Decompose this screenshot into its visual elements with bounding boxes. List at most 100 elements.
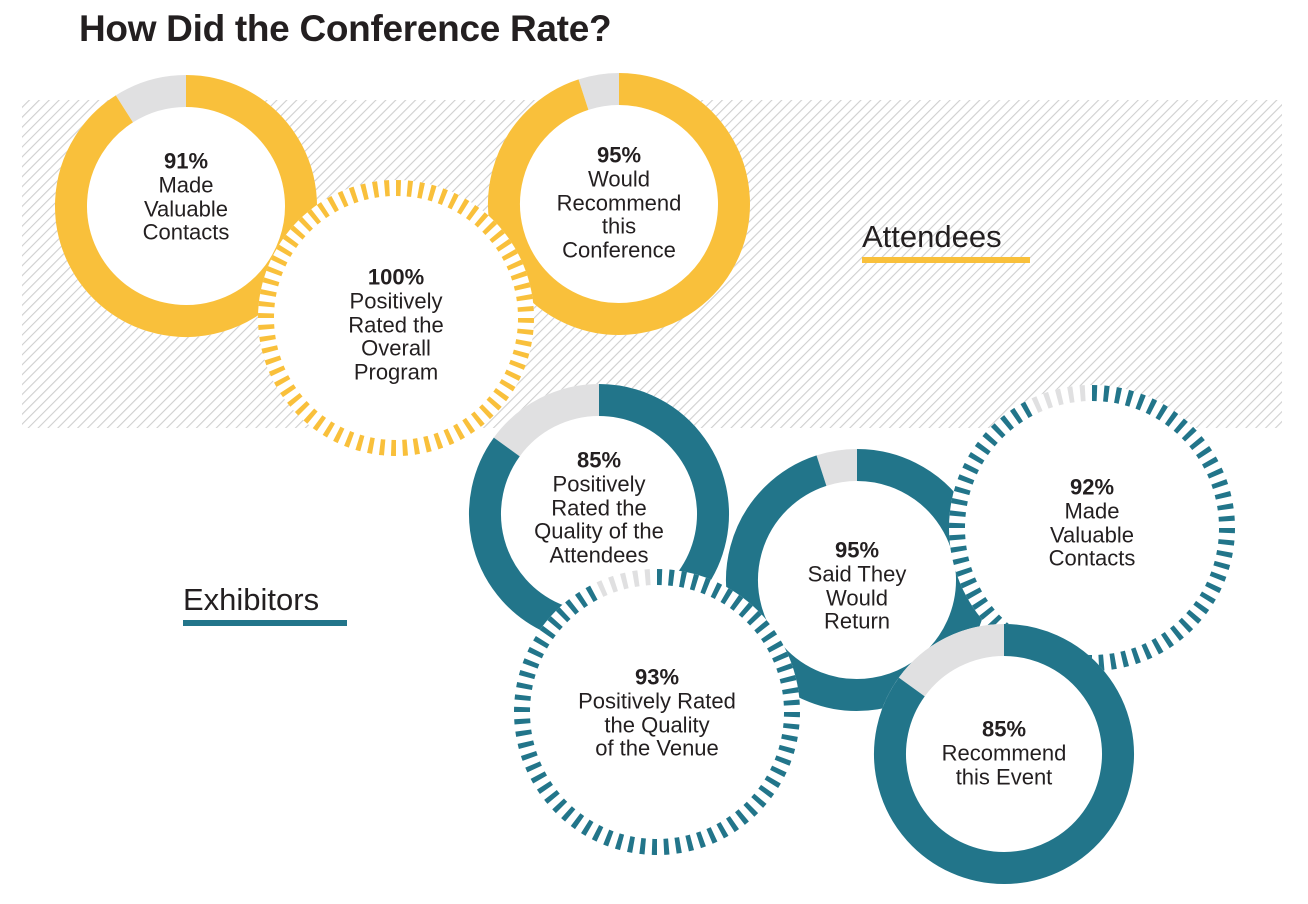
donut-value-tick — [417, 182, 425, 199]
donut-value-tick — [614, 833, 625, 851]
donut-value-tick — [536, 780, 553, 795]
donut-value-tick — [522, 658, 540, 669]
donut-value-tick — [1145, 398, 1158, 415]
donut-percent: 85% — [576, 447, 622, 473]
donut-value-tick — [725, 816, 740, 833]
donut-value-tick — [465, 204, 480, 221]
donut-value-tick — [303, 408, 318, 424]
donut-value-tick — [544, 789, 560, 804]
donut-caption: Said They Would Return — [807, 561, 907, 634]
donut-value-tick — [574, 591, 589, 608]
donut-value-tick — [513, 282, 531, 291]
donut-value-tick — [689, 573, 700, 591]
donut-value-tick — [489, 229, 505, 244]
donut-value-tick — [517, 328, 534, 336]
donut-value-tick — [962, 462, 979, 475]
donut-value-tick — [774, 755, 792, 766]
donut-remainder-arc — [115, 75, 187, 123]
donut-value-tick — [781, 734, 798, 742]
rings-layer — [55, 73, 1236, 884]
donut-value-tick — [953, 485, 971, 496]
donut-value-tick — [1217, 503, 1234, 511]
donut-value-tick — [1160, 632, 1175, 649]
donut-value-tick — [555, 607, 571, 623]
donut-remainder-tick — [632, 570, 640, 587]
donut-value-tick — [333, 426, 345, 444]
donut-label-attendees-91pct-0: 91% Made Valuable Contacts — [143, 149, 230, 245]
donut-value-tick — [951, 498, 968, 506]
donut-value-tick — [1131, 647, 1141, 665]
donut-value-tick — [1218, 539, 1235, 546]
donut-background — [514, 569, 800, 855]
donut-value-tick — [1124, 389, 1135, 407]
donut-value-tick — [734, 809, 749, 825]
donut-value-tick — [674, 837, 682, 854]
donut-value-tick — [950, 545, 967, 553]
donut-value-tick — [262, 277, 280, 287]
donut-value-tick — [668, 569, 675, 586]
exhibitors-underline — [183, 620, 347, 626]
donut-value-tick — [412, 438, 420, 455]
donut-attendees-91pct-0 — [55, 75, 317, 337]
donut-value-tick — [743, 801, 759, 817]
donut-value-tick — [1178, 617, 1194, 633]
donut-value-tick — [581, 819, 594, 836]
donut-background — [726, 449, 988, 711]
donut-value-tick — [517, 740, 535, 750]
donut-caption: Positively Rated the Quality of the Atte… — [534, 471, 664, 568]
attendees-label-text: Attendees — [862, 219, 1002, 254]
donut-value-tick — [960, 577, 977, 589]
donut-value-tick — [1181, 426, 1197, 442]
donut-caption: Recommend this Event — [941, 740, 1067, 789]
donut-value-tick — [1135, 393, 1146, 411]
attendees-underline — [862, 257, 1030, 263]
donut-value-tick — [533, 636, 550, 649]
donut-value-tick — [527, 646, 544, 659]
donut-value-tick — [1209, 571, 1227, 582]
donut-value-tick — [486, 396, 502, 411]
donut-value-tick — [355, 434, 365, 452]
donut-value-tick — [260, 289, 277, 297]
donut-value-tick — [952, 556, 970, 566]
donut-value-tick — [406, 180, 414, 197]
donut-value-tick — [1207, 467, 1224, 479]
donut-value-tick — [990, 423, 1006, 439]
donut-value-tick — [287, 392, 303, 407]
donut-value-tick — [294, 401, 310, 416]
donut-value-tick — [337, 190, 349, 208]
donut-value-tick — [512, 349, 530, 359]
donut-value-tick — [1151, 637, 1164, 655]
donut-value-tick — [518, 669, 536, 680]
donut-label-exhibitors-85pct-4: 85% Recommend this Event — [942, 717, 1067, 788]
donut-background — [949, 385, 1235, 671]
donut-remainder-arc — [578, 73, 620, 110]
donut-value-tick — [495, 238, 512, 252]
donut-value-tick — [326, 196, 339, 213]
donut-value-tick — [1120, 650, 1130, 668]
donut-value-tick — [746, 610, 762, 626]
donut-value-tick — [982, 432, 998, 447]
donut-value-tick — [378, 439, 386, 456]
donut-caption: Positively Rated the Overall Program — [348, 288, 444, 385]
donut-value-tick — [585, 585, 598, 603]
donut-value-tick — [276, 244, 293, 258]
donut-percent: 93% — [634, 664, 680, 690]
donut-value-tick — [710, 582, 723, 599]
donut-value-tick — [591, 825, 604, 842]
donut-attendees-95pct-2 — [488, 73, 750, 335]
donut-value-tick — [372, 181, 380, 198]
donut-value-tick — [515, 339, 532, 347]
donut-value-arc — [55, 75, 317, 337]
donut-value-tick — [516, 294, 533, 302]
donut-value-tick — [1155, 404, 1168, 421]
donut-value-tick — [766, 640, 784, 653]
donut-value-tick — [570, 813, 585, 830]
donut-value-tick — [443, 428, 455, 446]
donut-value-tick — [957, 474, 975, 485]
donut-remainder-tick — [1067, 386, 1075, 403]
donut-value-tick — [1173, 418, 1188, 434]
donut-value-tick — [437, 188, 448, 205]
donut-exhibitors-93pct-1 — [514, 569, 800, 855]
donut-value-tick — [493, 387, 510, 402]
donut-remainder-tick — [1054, 388, 1064, 406]
